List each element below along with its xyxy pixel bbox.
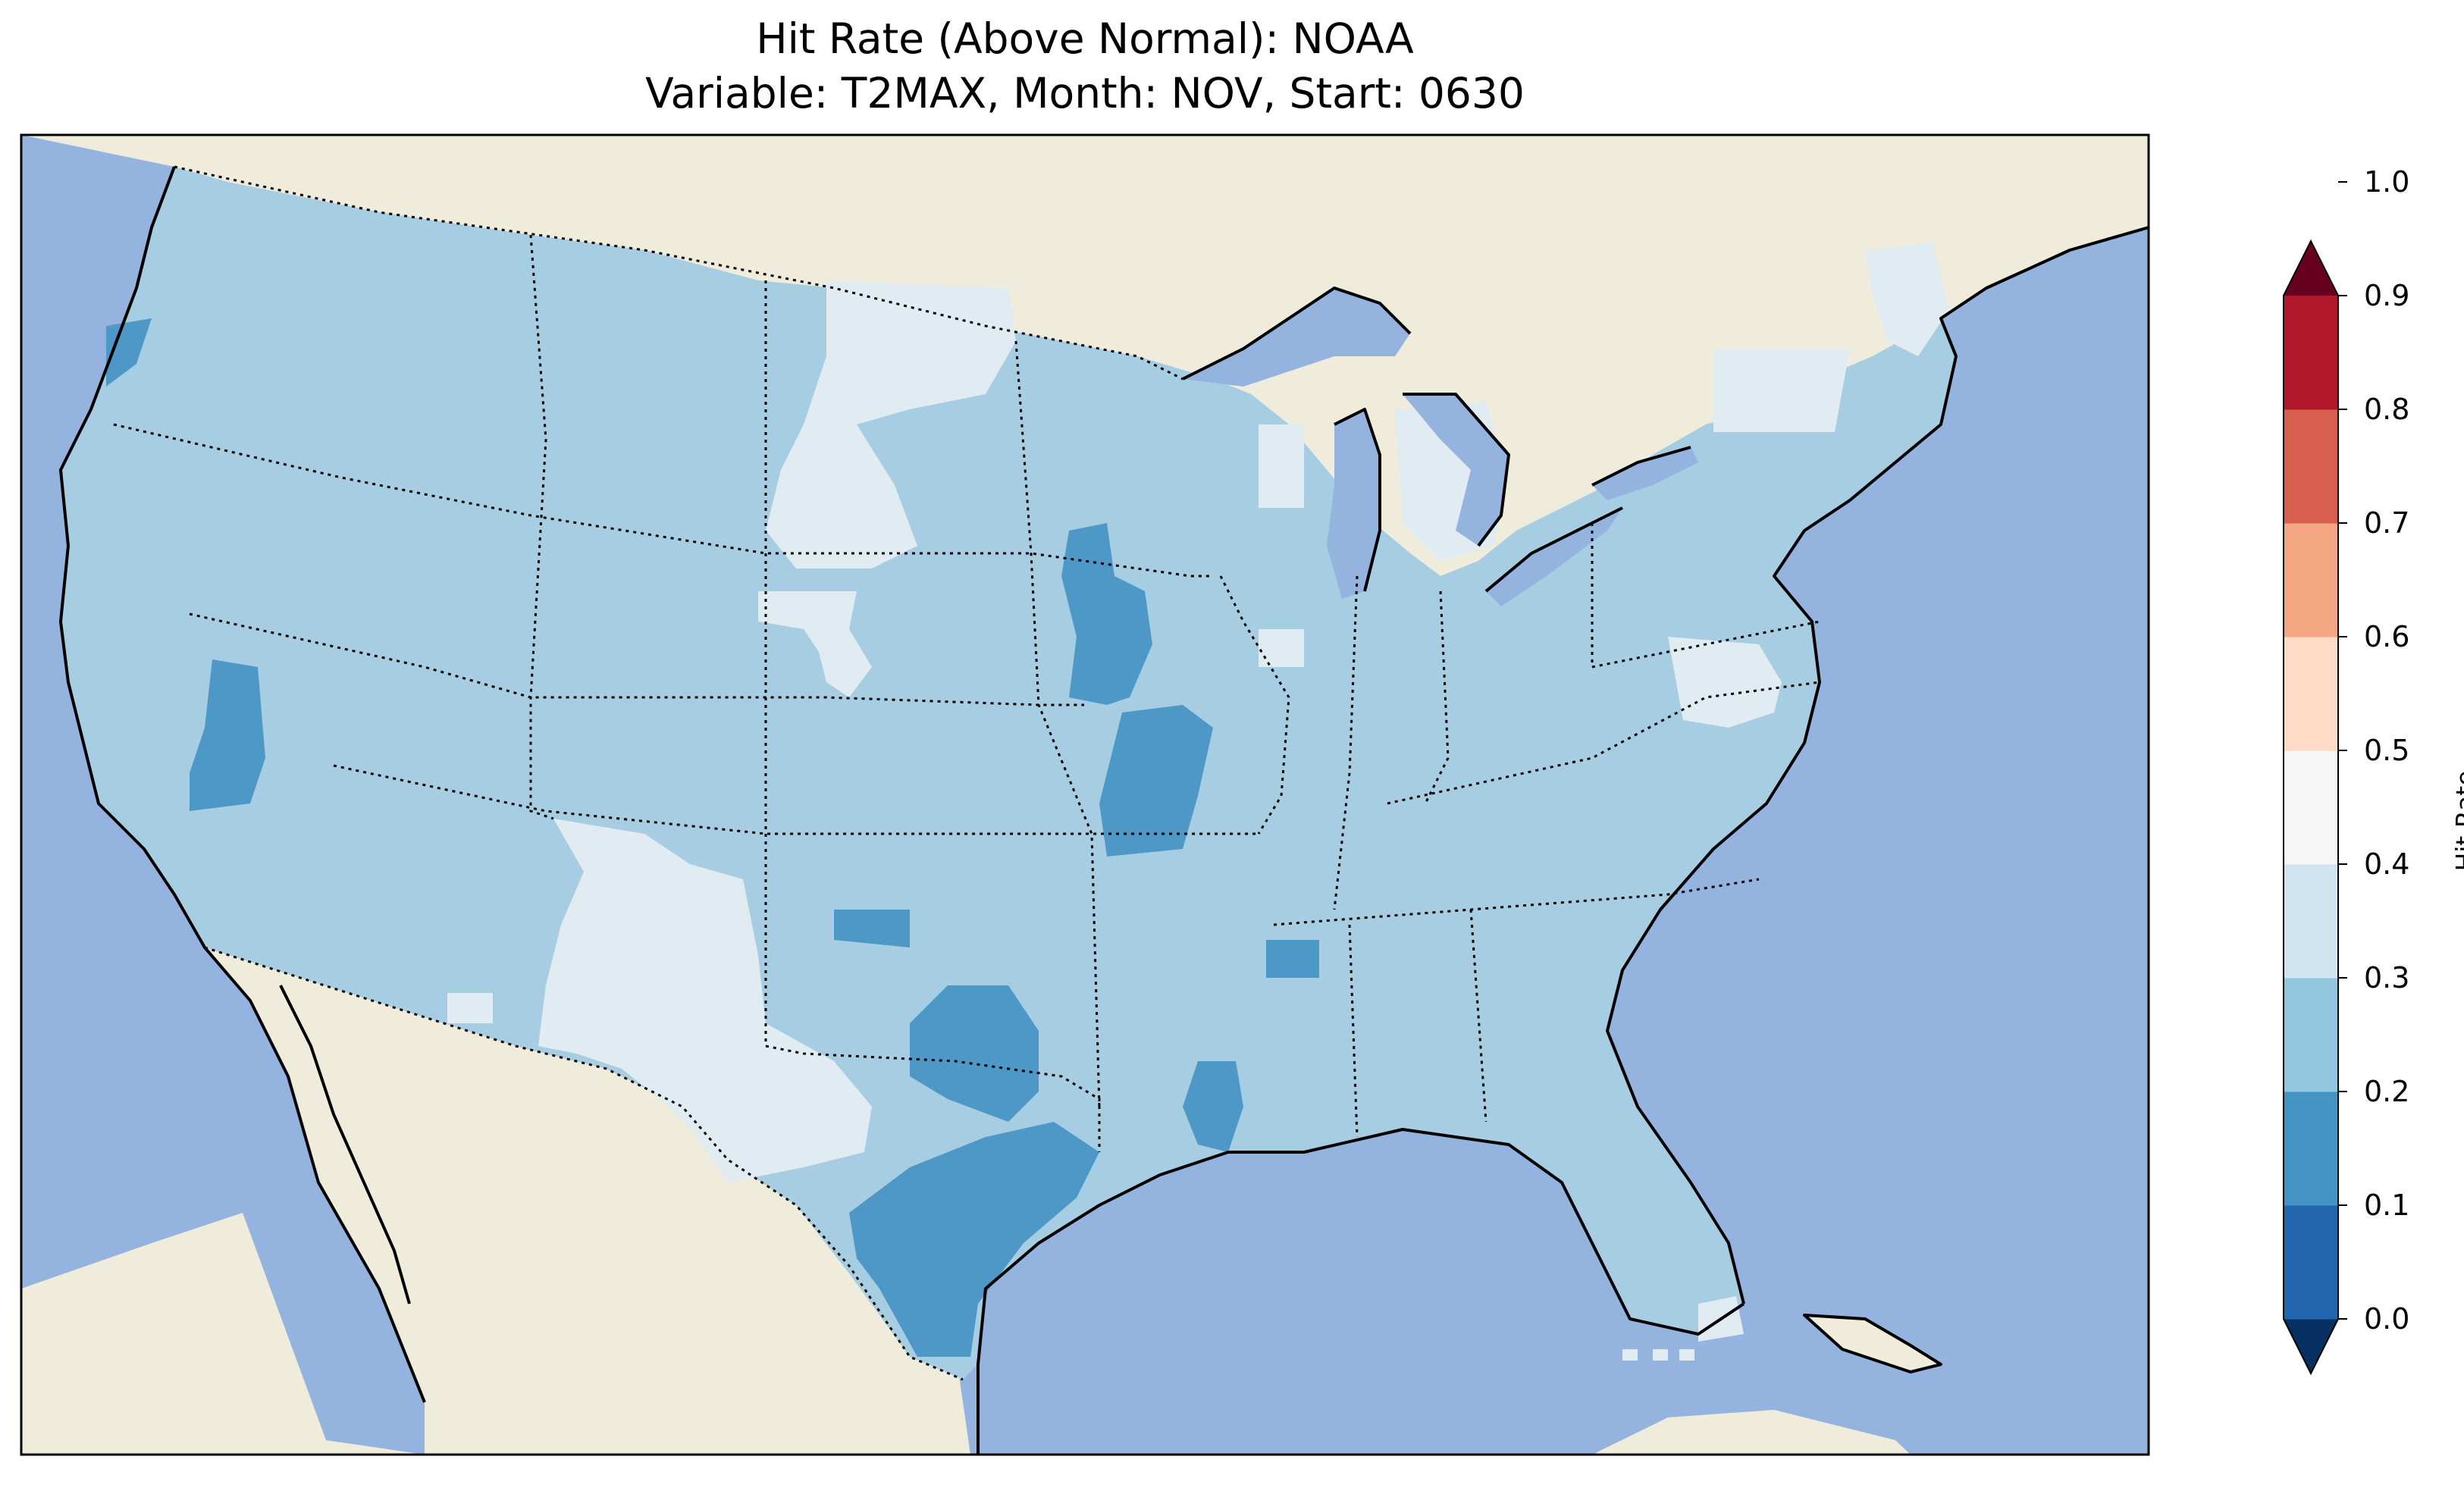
colorbar-segment (2284, 750, 2338, 865)
colorbar-tick-label: 0.8 (2364, 393, 2410, 426)
colorbar-tick-label: 0.7 (2364, 506, 2410, 540)
state-border (1591, 523, 1820, 669)
hit-rate-patch (766, 280, 1016, 568)
colorbar-segment (2284, 1092, 2338, 1206)
colorbar-segment (2284, 978, 2338, 1092)
state-border (1219, 575, 1290, 835)
yucatan-land (1592, 1410, 1911, 1455)
east-coastline (1606, 226, 2149, 1305)
colorbar-label: Hit Rate (2450, 770, 2464, 872)
colorbar (2283, 181, 2347, 1376)
hit-rate-patch (1713, 349, 1850, 432)
state-border (1014, 340, 1101, 1107)
hit-rate-patch (1865, 243, 1948, 356)
map-title-line2: Variable: T2MAX, Month: NOV, Start: 0630 (645, 69, 1525, 117)
hit-rate-patch (834, 910, 910, 947)
lake-ontario (1592, 447, 1698, 500)
hit-rate-patch (1259, 424, 1304, 508)
colorbar-tick-label: 0.4 (2364, 847, 2410, 881)
colorbar-tick-label: 0.3 (2364, 961, 2410, 994)
mexico-land (21, 940, 970, 1455)
state-border (333, 764, 1259, 835)
hit-rate-patch (447, 993, 493, 1023)
hit-rate-patch (1183, 1061, 1243, 1152)
state-border (113, 423, 1213, 578)
colorbar-segment (2284, 409, 2338, 524)
hit-rate-patch (1679, 1349, 1694, 1361)
cuba-land (1804, 1315, 1941, 1372)
map-frame (20, 133, 2150, 1456)
hit-rate-patch (758, 591, 872, 697)
map-title-line1: Hit Rate (Above Normal): NOAA (756, 14, 1414, 63)
hit-rate-patch (1622, 1349, 1638, 1361)
baja-coastline (279, 985, 411, 1305)
colorbar-tick-label: 0.5 (2364, 734, 2410, 767)
colorbar-extend-min (2284, 1319, 2338, 1373)
cuba-coastline (1803, 1314, 1942, 1373)
hit-rate-patch (538, 819, 872, 1182)
lake-superior (1183, 288, 1410, 387)
hit-rate-patches-0.2-0.3 (106, 318, 1319, 1357)
great-lakes-shore (1182, 287, 1691, 593)
state-border (1387, 681, 1820, 805)
state-border (189, 612, 1084, 706)
hit-rate-patch (1259, 629, 1304, 667)
colorbar-tick-label: 0.0 (2364, 1302, 2410, 1336)
west-coastline (59, 166, 426, 1403)
colorbar-tick-label: 0.1 (2364, 1189, 2410, 1222)
hit-rate-patch (849, 1122, 1099, 1357)
lake-michigan (1327, 409, 1380, 599)
colorbar-segment (2284, 864, 2338, 979)
hit-rate-patch (1061, 523, 1152, 705)
state-border (1333, 575, 1359, 910)
gulf-coastline (977, 1128, 1745, 1455)
colorbar-tick-label: 0.6 (2364, 620, 2410, 653)
state-border (1273, 878, 1760, 926)
colorbar-extend-max (2284, 241, 2338, 296)
hit-rate-patch (1668, 637, 1782, 728)
colorbar-tick-label: 0.9 (2364, 279, 2410, 312)
colorbar-segment (2284, 523, 2338, 637)
hit-rate-patch (1653, 1349, 1668, 1361)
state-border (764, 834, 1101, 1152)
colorbar-segment (2284, 1205, 2338, 1320)
state-border (1348, 924, 1359, 1138)
colorbar-segment (2284, 296, 2338, 410)
coastlines (59, 166, 2149, 1455)
state-border (1469, 909, 1487, 1123)
colorbar-tick-label: 0.2 (2364, 1075, 2410, 1108)
state-borders (113, 165, 1820, 1381)
hit-rate-patch (190, 659, 265, 811)
map-content (21, 135, 2149, 1455)
colorbar-segment (2284, 637, 2338, 751)
us-mexico-border (204, 946, 964, 1381)
colorbar-tick-label: 1.0 (2364, 165, 2410, 199)
hit-rate-patch (910, 985, 1039, 1122)
great-lakes (1183, 288, 1698, 606)
lake-erie (1486, 508, 1622, 606)
hit-rate-patch (1099, 705, 1213, 857)
state-border (1424, 590, 1450, 804)
hit-rate-patch (1266, 940, 1319, 978)
lake-huron (1403, 394, 1509, 546)
canada-land (21, 135, 2149, 576)
